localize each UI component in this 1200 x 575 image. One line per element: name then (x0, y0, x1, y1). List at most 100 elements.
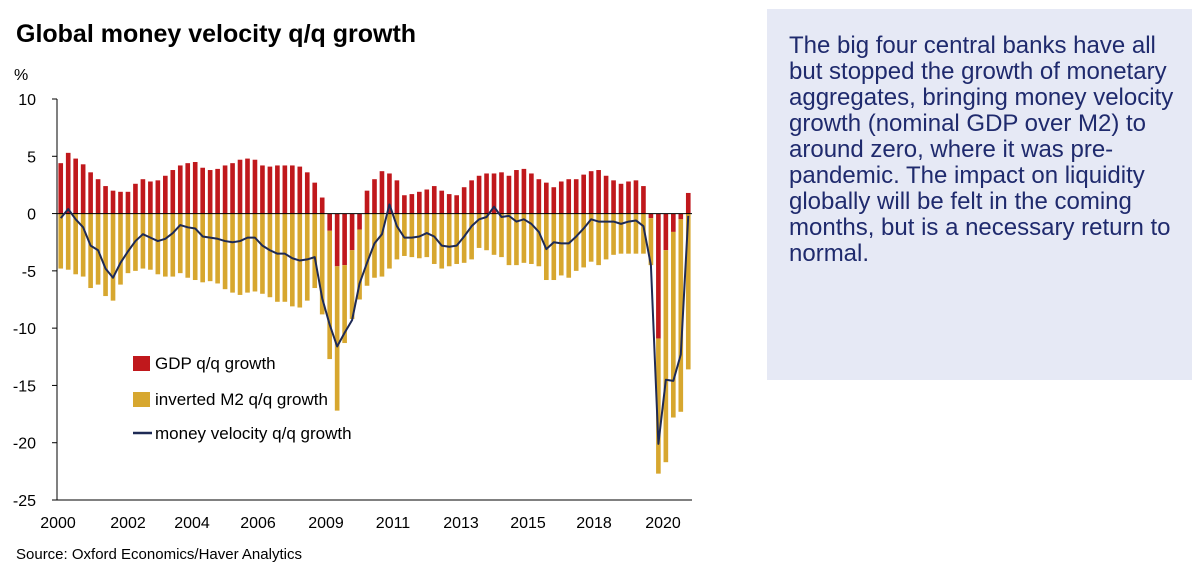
m2-bar (461, 213, 467, 263)
m2-bar (267, 213, 273, 298)
m2-bar (58, 213, 64, 269)
gdp-bar (245, 158, 250, 214)
gdp-bar (641, 186, 646, 214)
gdp-bar (297, 166, 303, 214)
m2-bar (581, 213, 586, 268)
y-tick-label: -5 (22, 264, 36, 281)
m2-bar (633, 213, 639, 254)
m2-bar (207, 213, 213, 282)
gdp-bar (252, 159, 258, 214)
gdp-bar (58, 163, 64, 214)
legend-swatch-gdp (133, 356, 150, 371)
gdp-bar (506, 175, 512, 214)
gdp-bar (155, 180, 161, 214)
m2-bar (290, 213, 295, 307)
m2-bar (558, 213, 564, 276)
y-axis-label: % (14, 67, 28, 84)
gdp-bar (566, 179, 572, 214)
m2-bar (252, 213, 258, 292)
gdp-bar (364, 190, 370, 214)
legend-label: inverted M2 q/q growth (155, 390, 328, 409)
m2-bar (491, 213, 497, 255)
m2-bar (484, 213, 489, 251)
m2-bar (685, 213, 691, 370)
gdp-bar (633, 180, 639, 214)
gdp-bar (200, 167, 205, 214)
m2-bar (215, 213, 220, 284)
gdp-bar (349, 213, 355, 251)
gdp-bar (88, 172, 93, 214)
gdp-bar (402, 195, 407, 214)
gdp-bar (603, 175, 609, 214)
gdp-bar (656, 213, 661, 339)
gdp-bar (319, 197, 325, 214)
gdp-bar (177, 165, 183, 214)
gdp-bar (95, 179, 101, 214)
m2-bar (364, 213, 370, 286)
gdp-bar (685, 192, 691, 214)
m2-bar (424, 213, 430, 258)
m2-bar (521, 213, 527, 263)
x-tick-label: 2018 (576, 515, 612, 532)
gdp-bar (140, 179, 146, 214)
gdp-bar (170, 170, 176, 214)
gdp-bar (342, 213, 347, 266)
x-tick-label: 2013 (443, 515, 479, 532)
axes-layer: 10 5 0 -5 -10 -15 -20 -25% 2000 2002 2004 2006 2009 2… (13, 67, 692, 532)
gdp-bar (499, 172, 504, 214)
m2-bar (499, 213, 504, 258)
y-tick-label: -10 (13, 321, 36, 338)
gdp-bar (596, 170, 601, 214)
gdp-bar (626, 181, 631, 214)
legend-label: money velocity q/q growth (155, 424, 352, 443)
y-tick-label: -20 (13, 436, 36, 453)
m2-bar (80, 213, 86, 277)
gdp-bar (73, 158, 78, 214)
chart-title: Global money velocity q/q growth (16, 20, 417, 48)
y-tick-label: -15 (13, 378, 36, 395)
gdp-bar (476, 175, 482, 214)
x-tick-label: 2002 (110, 515, 146, 532)
gdp-bar (446, 194, 452, 214)
callout-box: The big four central banks have all but … (767, 9, 1192, 380)
m2-bar (506, 213, 512, 266)
gdp-bar (409, 194, 415, 214)
gdp-bar (185, 163, 191, 214)
m2-bar (334, 266, 340, 411)
legend-label: GDP q/q growth (155, 354, 276, 373)
m2-bar (110, 213, 116, 301)
x-tick-label: 2020 (645, 515, 681, 532)
m2-bar (73, 213, 78, 275)
gdp-bar (290, 165, 295, 214)
m2-bar (476, 213, 482, 248)
bars-layer (58, 152, 691, 474)
gdp-bar (387, 173, 392, 214)
gdp-bar (357, 213, 362, 230)
gdp-bar (461, 187, 467, 214)
gdp-bar (588, 171, 594, 214)
m2-bar (551, 213, 557, 281)
m2-bar (603, 213, 609, 260)
gdp-bar (529, 173, 534, 214)
m2-bar (230, 213, 235, 293)
m2-bar (222, 213, 228, 290)
m2-bar (618, 213, 624, 254)
x-tick-label: 2004 (174, 515, 210, 532)
m2-bar (641, 213, 646, 254)
gdp-bar (551, 187, 557, 214)
x-tick-label: 2006 (240, 515, 276, 532)
m2-bar (282, 213, 288, 302)
m2-bar (394, 213, 400, 260)
y-tick-label: 5 (27, 149, 36, 166)
m2-bar (192, 213, 198, 281)
gdp-bar (260, 165, 265, 214)
legend-swatch-m2 (133, 392, 150, 407)
gdp-bar (80, 164, 86, 214)
m2-bar (155, 213, 161, 275)
x-tick-label: 2015 (510, 515, 546, 532)
gdp-bar (267, 166, 273, 214)
m2-bar (454, 213, 459, 264)
gdp-bar (648, 213, 654, 219)
gdp-bar (237, 159, 243, 214)
gdp-bar (618, 183, 624, 214)
